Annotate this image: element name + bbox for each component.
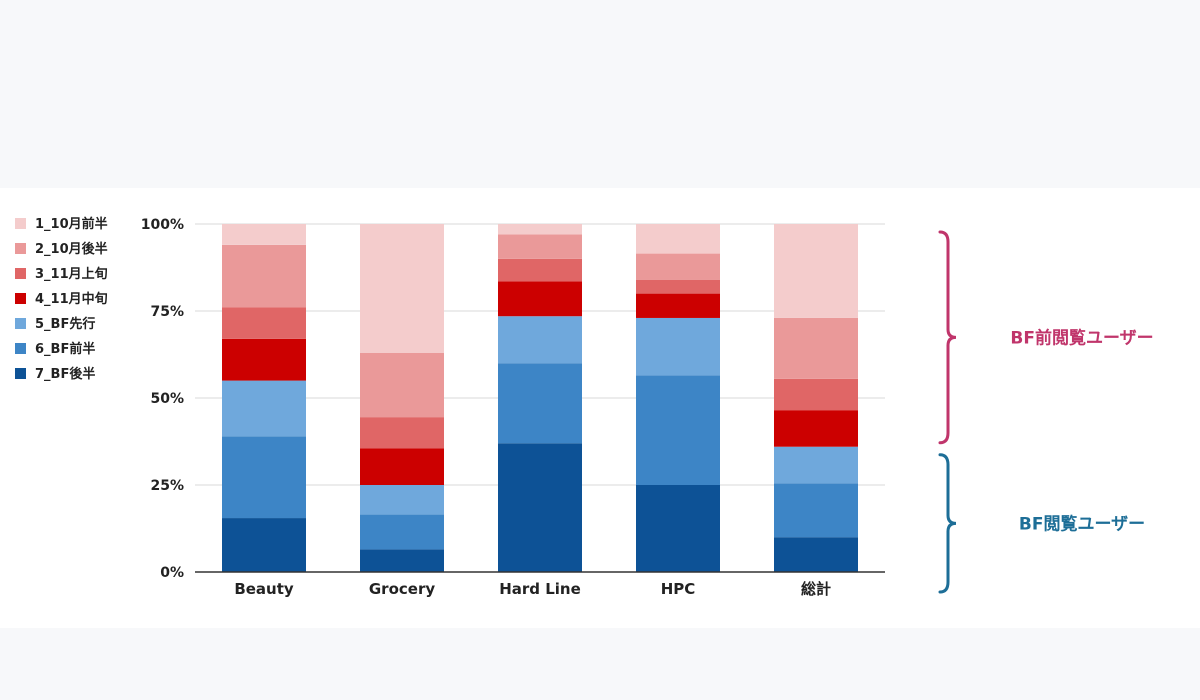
bar-segment [498, 443, 582, 572]
legend-label: 1_10月前半 [35, 216, 108, 232]
bar-segment [360, 514, 444, 550]
annotation-label: BF前閲覧ユーザー [1010, 327, 1153, 348]
bar-segment [636, 293, 720, 318]
chart-background-band [0, 188, 1200, 628]
bar-segment [774, 410, 858, 447]
y-tick-label: 0% [160, 565, 184, 581]
bar-segment [360, 352, 444, 418]
legend-label: 3_11月上旬 [35, 266, 108, 282]
x-axis-labels: Beauty Grocery Hard Line HPC 総計 [234, 580, 831, 598]
bar-segment [498, 258, 582, 282]
annotation-label: BF閲覧ユーザー [1019, 513, 1145, 534]
legend-label: 7_BF後半 [35, 366, 95, 382]
legend-label: 4_11月中旬 [35, 291, 108, 307]
legend-label: 2_10月後半 [35, 241, 108, 257]
legend-swatch [15, 293, 26, 304]
bar-segment [774, 317, 858, 379]
x-category-label: HPC [661, 580, 696, 598]
legend-label: 5_BF先行 [35, 316, 95, 332]
legend-label: 6_BF前半 [35, 341, 95, 357]
bar-segment [774, 446, 858, 484]
annotation-brace [938, 230, 957, 445]
legend: 1_10月前半 2_10月後半 3_11月上旬 4_11月中旬 5_BF先行 6_BF前半… [15, 216, 108, 382]
bar-segment [222, 244, 306, 308]
x-category-label: Hard Line [499, 580, 581, 598]
bar-segment [636, 253, 720, 280]
legend-swatch [15, 343, 26, 354]
bar-segment [222, 436, 306, 519]
bar-segment [636, 224, 720, 254]
legend-swatch [15, 268, 26, 279]
bar-segment [636, 279, 720, 294]
legend-swatch [15, 218, 26, 229]
annotation-brace [938, 453, 957, 594]
bar-segment [636, 485, 720, 572]
bar-segment [498, 224, 582, 235]
legend-swatch [15, 368, 26, 379]
x-category-label: Beauty [234, 580, 294, 598]
bar-segment [774, 378, 858, 411]
legend-swatch [15, 243, 26, 254]
bar-segment [360, 485, 444, 515]
legend-swatch [15, 318, 26, 329]
bar-segment [774, 483, 858, 538]
bar-segment [498, 281, 582, 317]
bar-segment [222, 518, 306, 572]
bar-segment [360, 224, 444, 353]
y-tick-label: 75% [150, 304, 184, 320]
bar-segment [222, 338, 306, 381]
bar-segment [498, 316, 582, 364]
bar-segment [636, 375, 720, 485]
bar-segment [222, 380, 306, 437]
bar-segment [498, 363, 582, 444]
bar-segment [360, 417, 444, 449]
annotations: BF前閲覧ユーザー BF閲覧ユーザー [938, 230, 1154, 594]
bar-segment [498, 234, 582, 259]
y-tick-label: 50% [150, 391, 184, 407]
y-tick-label: 25% [150, 478, 184, 494]
y-axis-ticks: 0% 25% 50% 75% 100% [141, 217, 184, 581]
bar-segment [222, 224, 306, 245]
bar-segment [636, 317, 720, 376]
bar-segment [360, 549, 444, 572]
bar-segment [222, 307, 306, 339]
x-category-label: Grocery [369, 580, 435, 598]
y-tick-label: 100% [141, 217, 184, 233]
bar-segment [360, 448, 444, 485]
bar-segment [774, 537, 858, 572]
x-category-label: 総計 [801, 580, 831, 598]
bar-segment [774, 224, 858, 318]
bars [222, 224, 858, 572]
